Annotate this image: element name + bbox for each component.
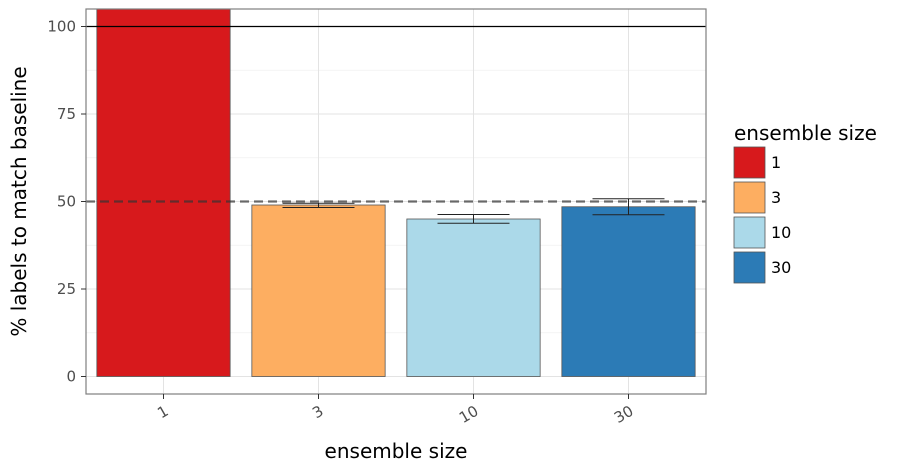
bar-3: [251, 204, 386, 377]
legend-label-30: 30: [771, 258, 791, 277]
y-tick-label: 100: [47, 18, 76, 36]
x-tick-label: 1: [154, 402, 171, 422]
bar-1: [96, 9, 231, 377]
error-bars: [282, 198, 665, 224]
y-tick-label: 75: [57, 105, 76, 123]
bar-10: [406, 218, 541, 377]
legend-swatch-10: [733, 216, 766, 249]
y-axis-title: % labels to match baseline: [7, 66, 31, 336]
error-bar-10: [437, 213, 510, 224]
legend-swatch-1: [733, 146, 766, 179]
x-tick-label: 30: [611, 402, 637, 427]
reference-lines: [86, 25, 706, 203]
legend-swatch-3: [733, 181, 766, 214]
y-tick-label: 50: [57, 193, 76, 211]
bars: [96, 9, 696, 377]
legend-label-10: 10: [771, 223, 791, 242]
legend: ensemble size 1 3 10 30: [733, 121, 877, 284]
legend-swatch-30: [733, 251, 766, 284]
y-axis: 0 25 50 75 100: [47, 18, 86, 386]
x-tick-label: 3: [309, 402, 326, 422]
legend-label-1: 1: [771, 153, 781, 172]
y-tick-label: 0: [66, 368, 76, 386]
x-tick-label: 10: [456, 402, 482, 427]
y-tick-label: 25: [57, 280, 76, 298]
legend-title: ensemble size: [734, 121, 877, 145]
error-bar-30: [592, 198, 665, 216]
x-axis-title: ensemble size: [325, 439, 468, 463]
error-bar-3: [282, 202, 355, 208]
bar-30: [561, 206, 696, 377]
x-axis: 1 3 10 30: [154, 394, 637, 427]
legend-label-3: 3: [771, 188, 781, 207]
